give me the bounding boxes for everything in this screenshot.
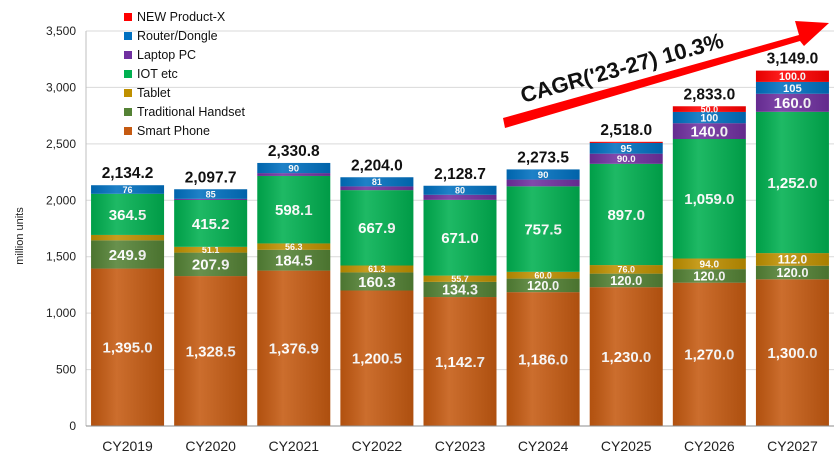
legend-swatch [124, 13, 132, 21]
legend-label: NEW Product-X [137, 10, 226, 24]
legend-label: Tablet [137, 86, 171, 100]
bar-stack-CY2022: 1,200.5160.361.3667.9812,204.0 [340, 157, 414, 426]
legend-swatch [124, 32, 132, 40]
y-tick-label: 0 [69, 419, 76, 433]
legend-label: IOT etc [137, 67, 178, 81]
legend: NEW Product-X Router/Dongle Laptop PC IOT e… [124, 10, 245, 138]
bar-shading [423, 185, 497, 426]
x-tick-label: CY2020 [185, 438, 236, 454]
legend-label: Smart Phone [137, 124, 210, 138]
bar-stack-CY2020: 1,328.5207.951.1415.2852,097.7 [174, 169, 248, 426]
legend-label: Traditional Handset [137, 105, 245, 119]
legend-swatch [124, 108, 132, 116]
y-axis-label: million units [14, 207, 26, 265]
bar-stack-CY2025: 1,230.0120.076.0897.090.0952,518.0 [589, 122, 663, 426]
x-tick-label: CY2019 [102, 438, 153, 454]
bar-shading [589, 141, 663, 426]
legend-swatch [124, 51, 132, 59]
legend-swatch [124, 70, 132, 78]
total-label: 2,833.0 [683, 86, 735, 103]
bar-shading [257, 162, 331, 426]
total-label: 2,134.2 [102, 165, 154, 182]
total-label: 2,518.0 [600, 122, 652, 139]
x-tick-label: CY2021 [268, 438, 319, 454]
total-label: 2,204.0 [351, 157, 403, 174]
bar-shading [672, 106, 746, 427]
bar-stack-CY2021: 1,376.9184.556.3598.1902,330.8 [257, 143, 331, 426]
total-label: 2,273.5 [517, 149, 569, 166]
x-tick-label: CY2025 [601, 438, 652, 454]
bar-shading [506, 169, 580, 426]
total-label: 3,149.0 [767, 51, 819, 68]
cagr-arrow-shape [503, 21, 829, 128]
y-tick-label: 1,500 [46, 250, 76, 264]
x-tick-label: CY2027 [767, 438, 818, 454]
legend-swatch [124, 127, 132, 135]
x-axis: CY2019 CY2020 CY2021 CY2022 CY2023 CY2024 CY20… [86, 425, 834, 454]
y-tick-label: 500 [56, 363, 76, 377]
legend-label: Router/Dongle [137, 29, 218, 43]
x-tick-label: CY2026 [684, 438, 735, 454]
y-tick-label: 3,500 [46, 24, 76, 38]
total-label: 2,128.7 [434, 166, 486, 183]
y-tick-label: 3,000 [46, 80, 76, 94]
bar-stack-CY2019: 1,395.0249.9364.5762,134.2 [91, 165, 165, 426]
y-axis: 0 500 1,000 1,500 2,000 2,500 3,000 3,500 [46, 24, 87, 433]
legend-label: Laptop PC [137, 48, 196, 62]
x-tick-label: CY2023 [435, 438, 486, 454]
x-tick-label: CY2022 [352, 438, 403, 454]
bar-stack-CY2027: 1,300.0120.0112.01,252.0160.0105100.03,1… [755, 51, 829, 426]
total-label: 2,097.7 [185, 169, 237, 186]
bar-shading [340, 177, 414, 426]
bars: 1,395.0249.9364.5762,134.21,328.5207.951… [91, 51, 829, 427]
bar-stack-CY2026: 1,270.0120.094.01,059.0140.010050.02,833… [672, 86, 746, 427]
bar-shading [755, 70, 829, 426]
y-tick-label: 2,000 [46, 193, 76, 207]
y-tick-label: 1,000 [46, 306, 76, 320]
y-tick-label: 2,500 [46, 137, 76, 151]
x-tick-label: CY2024 [518, 438, 569, 454]
bar-shading [174, 189, 248, 426]
bar-shading [91, 185, 165, 426]
total-label: 2,330.8 [268, 143, 320, 160]
legend-swatch [124, 89, 132, 97]
bar-stack-CY2023: 1,142.7134.355.7671.0802,128.7 [423, 166, 497, 426]
bar-stack-CY2024: 1,186.0120.060.0757.5902,273.5 [506, 149, 580, 426]
